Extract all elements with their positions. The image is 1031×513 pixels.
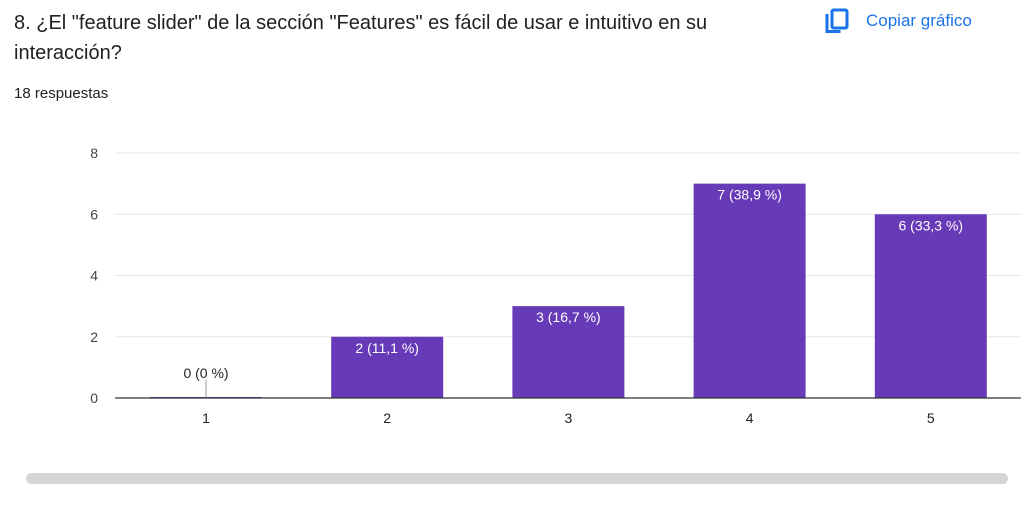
- bar: [331, 336, 444, 398]
- response-count: 18 respuestas: [14, 85, 109, 102]
- y-tick-label: 6: [90, 206, 98, 222]
- copy-chart-button[interactable]: Copiar gráfico: [824, 6, 972, 36]
- data-label: 6 (33,3 %): [899, 217, 964, 233]
- y-tick-label: 2: [90, 329, 98, 345]
- x-tick-label: 2: [383, 410, 391, 426]
- question-title: 8. ¿El "feature slider" de la sección "F…: [14, 12, 708, 64]
- data-label: 3 (16,7 %): [536, 309, 601, 325]
- bar: [512, 306, 625, 398]
- x-tick-label: 4: [746, 410, 754, 426]
- x-tick-label: 5: [927, 410, 935, 426]
- copy-chart-label: Copiar gráfico: [866, 11, 972, 30]
- data-label: 7 (38,9 %): [717, 187, 782, 203]
- bar: [693, 183, 806, 398]
- y-tick-label: 8: [90, 145, 98, 161]
- x-tick-label: 1: [202, 410, 210, 426]
- data-label: 2 (11,1 %): [355, 340, 419, 356]
- y-tick-label: 4: [90, 268, 98, 284]
- horizontal-scrollbar[interactable]: [26, 473, 1008, 484]
- bar-chart: 0 2 4 6 8 0 (0 %) 1 2 (11,1 %) 2 3 (16,7 %) 3 7 (38…: [90, 145, 1021, 426]
- copy-icon: [825, 8, 849, 33]
- y-tick-label: 0: [90, 390, 98, 406]
- bar: [874, 214, 987, 398]
- data-label: 0 (0 %): [183, 365, 228, 381]
- x-tick-label: 3: [565, 410, 573, 426]
